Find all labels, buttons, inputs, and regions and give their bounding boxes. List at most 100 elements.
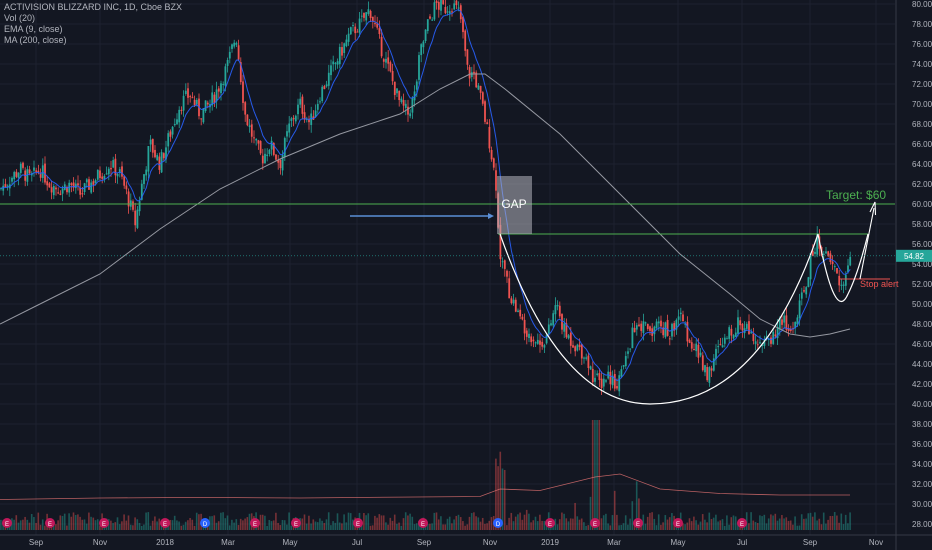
candle-body: [237, 45, 240, 60]
volume-bar: [169, 519, 172, 530]
candle-body: [116, 173, 119, 177]
candle-body: [807, 277, 810, 288]
candle-body: [338, 46, 341, 65]
candle-body: [176, 119, 178, 125]
event-marker-label: E: [676, 522, 680, 528]
candle-body: [61, 188, 64, 194]
candle-body: [418, 55, 420, 80]
candle-body: [490, 149, 493, 160]
candle-body: [195, 99, 198, 105]
volume-bar: [171, 520, 174, 530]
candle-body: [294, 115, 297, 122]
candle-body: [308, 119, 310, 123]
candle-body: [446, 11, 449, 13]
volume-bar: [772, 515, 774, 530]
volume-bar: [609, 525, 612, 530]
candle-body: [231, 44, 233, 49]
candle-body: [26, 169, 29, 182]
event-marker: [737, 518, 747, 528]
volume-bar: [596, 420, 598, 530]
candle-body: [633, 327, 636, 333]
volume-bar: [565, 518, 568, 530]
price-tick-label: 64.00: [912, 160, 932, 169]
volume-bar: [618, 525, 620, 530]
candle-body: [105, 173, 108, 175]
event-marker-label: D: [496, 522, 501, 528]
price-tick-label: 40.00: [912, 400, 932, 409]
candle-body: [451, 11, 453, 13]
candle-body: [171, 126, 174, 135]
volume-bar: [110, 520, 112, 530]
candle-body: [466, 49, 469, 65]
volume-bar: [759, 515, 761, 530]
price-tick-label: 76.00: [912, 40, 932, 49]
volume-bar: [635, 481, 638, 530]
time-tick-label: Nov: [93, 538, 107, 547]
volume-bar: [17, 522, 20, 530]
candle-body: [591, 368, 594, 383]
candle-body: [55, 187, 57, 190]
candle-body: [94, 180, 97, 183]
candle-body: [292, 117, 295, 120]
volume-bar: [503, 469, 506, 530]
volume-bar: [391, 520, 394, 530]
price-tick-label: 68.00: [912, 120, 932, 129]
volume-bar: [605, 513, 607, 530]
event-marker-label: E: [421, 522, 425, 528]
volume-bar: [781, 515, 783, 530]
volume-bar: [642, 514, 645, 530]
candle-body: [11, 177, 13, 182]
candle-body: [677, 316, 680, 320]
volume-bar: [217, 521, 220, 530]
volume-bar: [655, 525, 658, 530]
volume-bar: [833, 512, 836, 530]
volume-bar: [345, 522, 348, 530]
candle-body: [800, 292, 803, 299]
price-tick-label: 66.00: [912, 140, 932, 149]
candle-body: [563, 323, 566, 332]
candle-body: [794, 322, 797, 329]
candle-body: [475, 72, 478, 88]
stop-label: Stop alert: [860, 279, 899, 289]
price-tick-label: 54.00: [912, 260, 932, 269]
volume-bar: [39, 524, 42, 530]
candle-body: [431, 19, 434, 21]
volume-bar: [765, 523, 768, 530]
volume-bar: [770, 514, 772, 530]
candle-body: [248, 125, 251, 128]
candle-body: [440, 0, 442, 11]
volume-bar: [52, 525, 55, 530]
candle-body: [554, 305, 557, 315]
volume-bar: [719, 520, 722, 530]
volume-bar: [283, 520, 286, 530]
price-tick-label: 42.00: [912, 380, 932, 389]
volume-bar: [666, 519, 669, 530]
volume-bar: [275, 512, 277, 530]
candle-body: [699, 352, 702, 356]
candle-body: [798, 300, 801, 318]
time-tick-label: 2018: [156, 538, 174, 547]
candle-body: [17, 172, 20, 178]
volume-bar: [127, 515, 130, 530]
volume-bar: [125, 520, 128, 530]
candle-body: [290, 118, 293, 121]
candle-body: [257, 140, 260, 144]
volume-bar: [748, 523, 750, 530]
volume-bar: [187, 520, 189, 530]
candle-body: [110, 167, 112, 170]
volume-bar: [396, 523, 398, 530]
legend-ema: EMA (9, close): [4, 24, 63, 34]
candle-body: [112, 160, 115, 168]
time-tick-label: Jul: [352, 538, 362, 547]
volume-bar: [455, 515, 458, 530]
volume-bar: [415, 523, 418, 530]
volume-bar: [147, 512, 150, 530]
candle-body: [222, 83, 225, 85]
volume-bar: [409, 513, 411, 530]
volume-bar: [488, 520, 491, 530]
candle-body: [402, 100, 405, 106]
candle-body: [239, 62, 242, 83]
candle-body: [299, 98, 302, 105]
volume-bar: [730, 517, 733, 530]
